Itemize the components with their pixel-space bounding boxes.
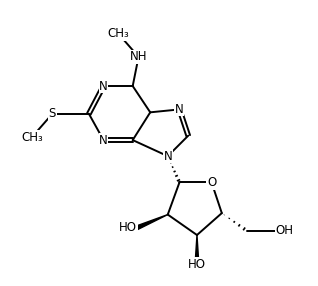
Polygon shape: [136, 214, 168, 229]
Text: NH: NH: [130, 50, 147, 63]
Text: HO: HO: [119, 221, 137, 234]
Text: HO: HO: [188, 258, 206, 271]
Text: S: S: [49, 107, 56, 120]
Text: N: N: [175, 103, 184, 116]
Text: CH₃: CH₃: [21, 131, 43, 144]
Text: O: O: [207, 176, 216, 189]
Text: OH: OH: [276, 224, 294, 237]
Polygon shape: [195, 235, 199, 264]
Text: N: N: [99, 134, 108, 147]
Text: N: N: [99, 80, 108, 93]
Text: N: N: [163, 150, 172, 163]
Text: CH₃: CH₃: [107, 27, 129, 40]
